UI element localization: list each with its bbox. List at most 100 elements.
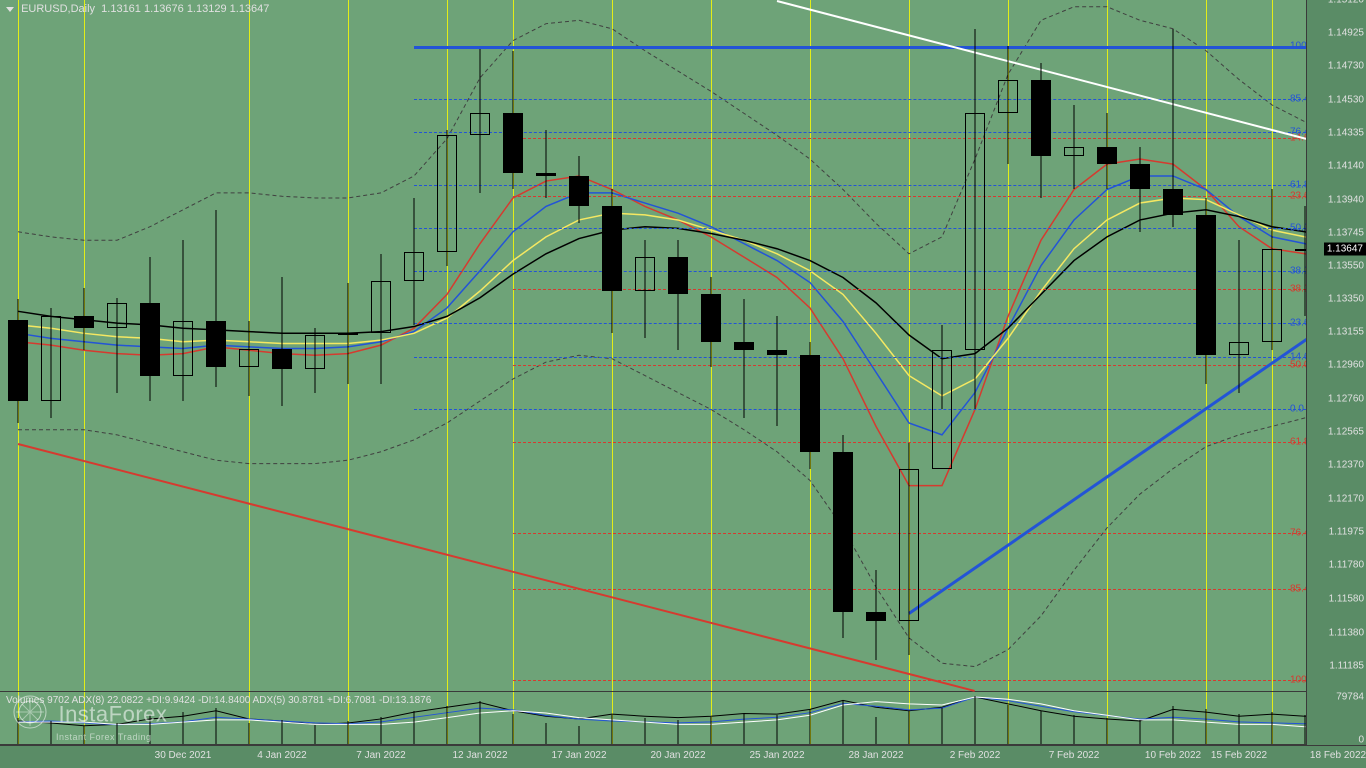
fib-level-line (414, 323, 1306, 324)
volume-bar (546, 723, 547, 744)
volume-bar (678, 720, 679, 744)
fib-level-line (513, 365, 1306, 366)
volume-bar (1140, 720, 1141, 744)
volume-bar (183, 712, 184, 744)
volume-bar (480, 701, 481, 744)
vol-zero-label: 0 (1358, 735, 1364, 746)
watermark-tagline: Instant Forex Trading (56, 732, 167, 742)
fib-level-line (513, 196, 1306, 197)
volume-bar (843, 700, 844, 744)
fib-level-line (414, 409, 1306, 410)
x-tick-label: 12 Jan 2022 (452, 750, 507, 761)
volume-bar (909, 711, 910, 744)
volume-bar (381, 717, 382, 744)
x-tick-label: 7 Feb 2022 (1049, 750, 1100, 761)
volume-bar (414, 711, 415, 744)
volume-bar (249, 723, 250, 744)
x-tick-label: 30 Dec 2021 (155, 750, 212, 761)
broker-watermark: InstaForex Instant Forex Trading (12, 694, 167, 742)
volume-bar (1239, 714, 1240, 744)
y-tick-label: 1.11780 (1329, 560, 1364, 571)
volume-bar (1173, 706, 1174, 744)
x-tick-label: 25 Jan 2022 (749, 750, 804, 761)
ohlc-high: 1.13676 (144, 3, 184, 15)
y-tick-label: 1.12565 (1328, 427, 1364, 438)
y-tick-label: 1.15120 (1328, 0, 1364, 6)
volume-bar (1206, 709, 1207, 744)
ohlc-close: 1.13647 (230, 3, 270, 15)
x-tick-label: 28 Jan 2022 (848, 750, 903, 761)
y-tick-label: 1.13350 (1328, 294, 1364, 305)
last-price-marker: 1.13647 (1324, 243, 1366, 256)
volume-bar (1272, 712, 1273, 744)
trend-line[interactable] (777, 0, 1366, 161)
volume-panel[interactable]: Volumes 9702 ADX(8) 22.0822 +DI:9.9424 -… (0, 693, 1306, 745)
y-tick-label: 1.14530 (1328, 94, 1364, 105)
volume-bar (447, 706, 448, 744)
volume-bar (282, 720, 283, 744)
x-tick-label: 4 Jan 2022 (257, 750, 307, 761)
volume-bar (744, 714, 745, 744)
chart-container[interactable]: EURUSD,Daily 1.13161 1.13676 1.13129 1.1… (0, 0, 1366, 768)
x-tick-label: 10 Feb 2022 (1145, 750, 1201, 761)
fib-level-line (414, 228, 1306, 229)
fib-level-line (513, 289, 1306, 290)
volume-bar (876, 717, 877, 744)
y-tick-label: 1.14925 (1328, 27, 1364, 38)
y-tick-label: 1.13745 (1328, 227, 1364, 238)
y-tick-label: 1.11975 (1329, 527, 1364, 538)
fib-level-line (513, 680, 1306, 681)
volume-bar (777, 715, 778, 744)
y-tick-label: 1.14335 (1328, 127, 1364, 138)
volume-bar (1041, 711, 1042, 744)
y-tick-label: 1.12960 (1328, 360, 1364, 371)
volume-bar (942, 708, 943, 744)
y-tick-label: 1.13550 (1328, 260, 1364, 271)
x-tick-label: 15 Feb 2022 (1211, 750, 1267, 761)
indicator-line (18, 355, 1306, 666)
volume-bar (1107, 718, 1108, 744)
price-y-axis: 1.15120 1.14925 1.14730 1.14530 1.14335 1.141… (1306, 0, 1366, 745)
volume-bar (711, 717, 712, 744)
y-tick-label: 1.11580 (1329, 593, 1364, 604)
dropdown-arrow-icon[interactable] (6, 7, 14, 12)
volume-bar (612, 715, 613, 744)
y-tick-label: 1.12370 (1328, 460, 1364, 471)
volume-bar (1008, 705, 1009, 744)
time-x-axis: 30 Dec 2021 4 Jan 2022 7 Jan 2022 12 Jan 20… (0, 745, 1366, 768)
indicator-line (18, 7, 1306, 254)
volume-bar (216, 708, 217, 744)
symbol-label: EURUSD (21, 3, 67, 15)
x-tick-label: 7 Jan 2022 (356, 750, 406, 761)
x-tick-label: 18 Feb 2022 (1310, 750, 1366, 761)
x-tick-label: 2 Feb 2022 (950, 750, 1001, 761)
y-tick-label: 1.14140 (1328, 160, 1364, 171)
ohlc-open: 1.13161 (101, 3, 141, 15)
timeframe-label: Daily (71, 3, 95, 15)
fib-level-line (513, 442, 1306, 443)
fib-level-line (414, 271, 1306, 272)
volume-bar (645, 718, 646, 744)
vol-max-label: 79784 (1336, 692, 1364, 703)
fib-level-line (513, 138, 1306, 139)
volume-bar (315, 725, 316, 744)
volume-bar (1074, 715, 1075, 744)
price-panel[interactable]: EURUSD,Daily 1.13161 1.13676 1.13129 1.1… (0, 0, 1306, 692)
volume-bar (810, 709, 811, 744)
volume-bar (579, 726, 580, 744)
instaforex-logo-icon (12, 694, 48, 735)
chart-header: EURUSD,Daily 1.13161 1.13676 1.13129 1.1… (6, 3, 269, 15)
y-tick-label: 1.11185 (1329, 660, 1364, 671)
y-tick-label: 1.12760 (1328, 394, 1364, 405)
volume-bar (348, 721, 349, 744)
y-tick-label: 1.14730 (1328, 60, 1364, 71)
fib-level-line (414, 357, 1306, 358)
y-tick-label: 1.13155 (1328, 327, 1364, 338)
y-tick-label: 1.11380 (1329, 627, 1364, 638)
x-tick-label: 20 Jan 2022 (650, 750, 705, 761)
x-tick-label: 17 Jan 2022 (551, 750, 606, 761)
y-tick-label: 1.12170 (1328, 494, 1364, 505)
indicator-line (18, 176, 1306, 435)
volume-bar (975, 696, 976, 744)
trend-line[interactable] (18, 443, 975, 692)
